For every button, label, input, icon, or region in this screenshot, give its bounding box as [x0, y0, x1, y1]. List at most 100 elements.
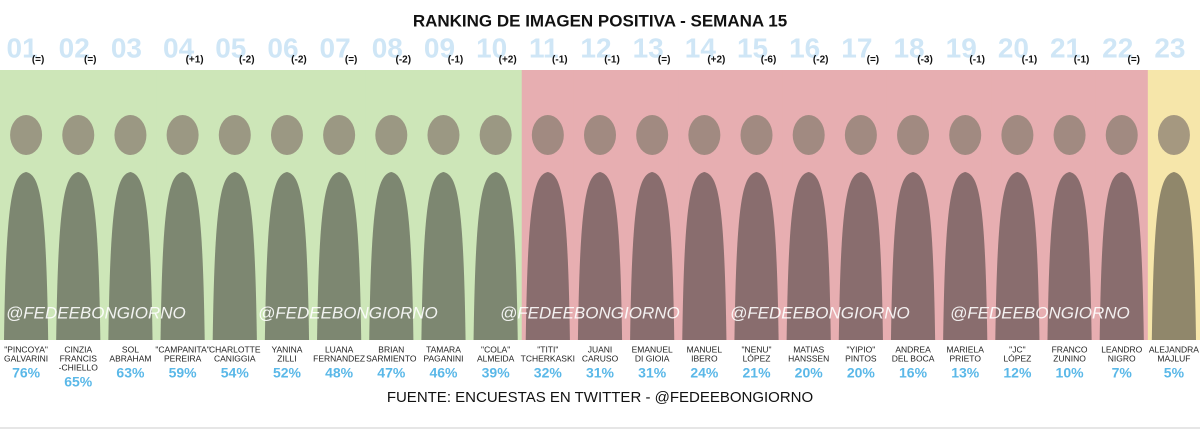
- percent: 65%: [64, 374, 93, 390]
- photo-body: [890, 172, 936, 340]
- name: ALMEIDA: [477, 353, 515, 363]
- percent: 52%: [273, 365, 302, 381]
- name: SOL: [122, 344, 139, 354]
- rank: 14: [685, 32, 717, 63]
- change: (=): [345, 55, 358, 66]
- source: FUENTE: ENCUESTAS EN TWITTER - @FEDEEBON…: [387, 389, 813, 406]
- change: (+2): [499, 55, 517, 66]
- photo-body: [943, 172, 988, 340]
- photo-head: [427, 115, 460, 155]
- photo-head: [166, 115, 199, 155]
- photo-head: [10, 115, 43, 155]
- name: TAMARA: [426, 344, 461, 354]
- watermark: @FEDEEBONGIORNO: [950, 303, 1130, 322]
- change: (-2): [239, 55, 255, 66]
- photo-body: [369, 172, 414, 340]
- name: DI GIOIA: [635, 353, 670, 363]
- photo-body: [421, 172, 466, 340]
- name: YANINA: [271, 344, 302, 354]
- photo-head: [1157, 115, 1190, 155]
- name: SARMIENTO: [366, 353, 417, 363]
- photo-body: [1099, 172, 1144, 340]
- name: "NENU": [741, 344, 771, 354]
- change: (-1): [1074, 55, 1090, 66]
- photo-head: [844, 115, 877, 155]
- photo-body: [56, 172, 101, 340]
- photo-head: [1105, 115, 1138, 155]
- watermark: @FEDEEBONGIORNO: [730, 303, 910, 322]
- rank: 23: [1154, 32, 1185, 63]
- percent: 16%: [899, 365, 928, 381]
- rank: 20: [998, 32, 1029, 63]
- watermark: @FEDEEBONGIORNO: [258, 303, 438, 322]
- rank: 19: [946, 32, 977, 63]
- photo-head: [1001, 115, 1034, 155]
- name: "COLA": [481, 344, 510, 354]
- photo-body: [1047, 172, 1092, 340]
- photo-body: [577, 172, 623, 340]
- percent: 31%: [586, 365, 615, 381]
- name: MATIAS: [793, 344, 824, 354]
- photo-body: [4, 172, 49, 340]
- percent: 10%: [1056, 365, 1085, 381]
- change: (-2): [396, 55, 412, 66]
- name: JUANI: [588, 344, 613, 354]
- percent: 32%: [534, 365, 563, 381]
- name: EMANUEL: [632, 344, 673, 354]
- percent: 48%: [325, 365, 354, 381]
- photo-body: [317, 172, 362, 340]
- photo-head: [62, 115, 95, 155]
- watermark: @FEDEEBONGIORNO: [6, 303, 186, 322]
- change: (-1): [448, 55, 464, 66]
- name: BRIAN: [378, 344, 404, 354]
- photo-head: [375, 115, 408, 155]
- percent: 31%: [638, 365, 667, 381]
- photo-head: [584, 115, 616, 155]
- rank: 10: [476, 32, 507, 63]
- photo-head: [114, 115, 147, 155]
- photo-body: [212, 172, 257, 340]
- photo-body: [838, 172, 883, 340]
- change: (-1): [1022, 55, 1038, 66]
- photo-body: [525, 172, 570, 340]
- percent: 76%: [12, 365, 41, 381]
- percent: 20%: [795, 365, 824, 381]
- rank: 08: [372, 32, 403, 63]
- photo-body: [682, 172, 727, 340]
- rank: 16: [789, 32, 820, 63]
- change: (+2): [707, 55, 725, 66]
- percent: 24%: [690, 365, 719, 381]
- change: (-6): [761, 55, 777, 66]
- name: DEL BOCA: [892, 353, 935, 363]
- photo-head: [636, 115, 669, 155]
- name: LEANDRO: [1101, 344, 1142, 354]
- percent: 39%: [482, 365, 511, 381]
- change: (=): [867, 55, 880, 66]
- rank: 13: [633, 32, 664, 63]
- photo-head: [218, 115, 251, 155]
- name: "TITI": [537, 344, 558, 354]
- name: ABRAHAM: [109, 353, 151, 363]
- name: FRANCO: [1052, 344, 1088, 354]
- percent: 12%: [1003, 365, 1032, 381]
- photo-head: [740, 115, 773, 155]
- photo-body: [160, 172, 205, 340]
- photo-head: [270, 115, 303, 155]
- rank: 17: [841, 32, 872, 63]
- rank: 22: [1102, 32, 1133, 63]
- name: FRANCIS: [60, 353, 98, 363]
- name: MANUEL: [687, 344, 723, 354]
- photo-head: [479, 115, 512, 155]
- rank: 09: [424, 32, 455, 63]
- name: CINZIA: [64, 344, 92, 354]
- photo-body: [1151, 172, 1196, 340]
- percent: 59%: [169, 365, 198, 381]
- photo-body: [108, 172, 153, 340]
- photo-body: [786, 172, 831, 340]
- change: (-2): [291, 55, 307, 66]
- photo-body: [734, 172, 779, 340]
- percent: 54%: [221, 365, 250, 381]
- name: CHARLOTTE: [209, 344, 261, 354]
- name: LÓPEZ: [1003, 353, 1031, 363]
